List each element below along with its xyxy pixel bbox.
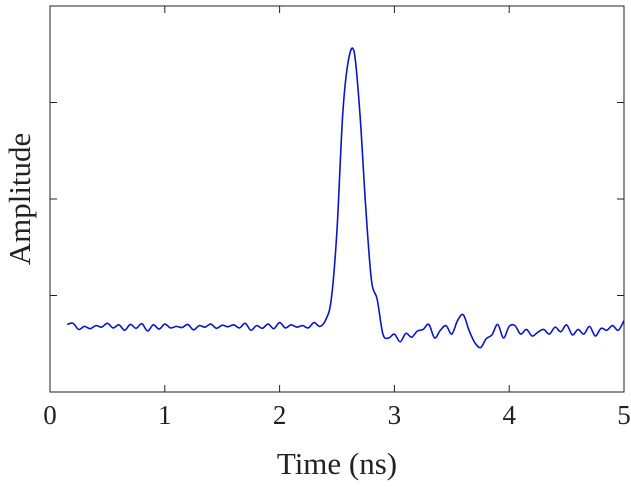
x-tick-label: 4 xyxy=(502,400,516,430)
x-tick-label: 0 xyxy=(43,400,57,430)
x-tick-label: 3 xyxy=(388,400,402,430)
x-axis-label: Time (ns) xyxy=(277,446,397,481)
x-tick-label: 2 xyxy=(273,400,287,430)
y-axis-label: Amplitude xyxy=(2,133,37,266)
series-line xyxy=(66,47,625,349)
x-tick-label: 1 xyxy=(158,400,172,430)
x-tick-label: 5 xyxy=(617,400,631,430)
plot-frame xyxy=(49,5,625,393)
